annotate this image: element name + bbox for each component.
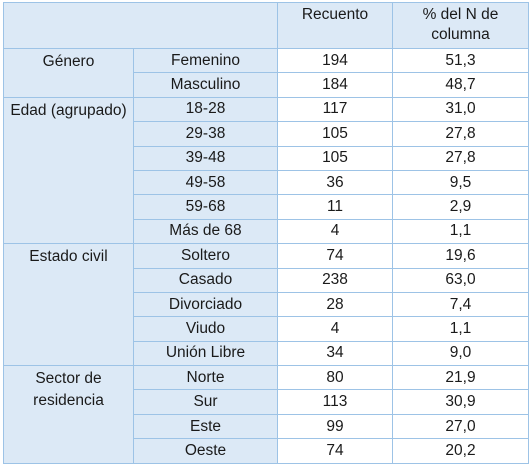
table-row: Oeste 74 20,2 [4, 438, 529, 464]
table-row: 49-58 36 9,5 [4, 169, 529, 196]
count-cell: 117 [277, 96, 393, 123]
frequency-table: Recuento % del N de columna Género Femeni… [3, 2, 529, 464]
percent-cell: 20,2 [392, 438, 529, 464]
count-cell: 113 [277, 389, 393, 415]
table-row: Género Femenino 194 51,3 [3, 47, 529, 98]
category-cell: 49-58 [133, 169, 278, 196]
table-row: Masculino 184 48,7 [4, 72, 529, 98]
header-percent: % del N de columna [392, 2, 529, 49]
percent-cell: 48,7 [392, 72, 529, 98]
count-cell: 80 [277, 365, 393, 391]
group-label-cell: Sector de residencia [3, 365, 134, 464]
table-row: Casado 238 63,0 [4, 267, 529, 293]
percent-cell: 51,3 [392, 47, 529, 74]
percent-cell: 19,6 [392, 243, 529, 269]
table-row: Unión Libre 34 9,0 [4, 340, 529, 367]
category-cell: Unión Libre [133, 340, 278, 367]
percent-cell: 30,9 [392, 389, 529, 415]
percent-cell: 9,0 [392, 340, 529, 367]
percent-cell: 27,8 [392, 145, 529, 171]
percent-cell: 31,0 [392, 96, 529, 123]
header-corner [3, 2, 278, 49]
category-cell: Norte [133, 365, 278, 391]
header-count-label: Recuento [301, 6, 369, 23]
table-row: Viudo 4 1,1 [4, 316, 529, 342]
group-label-cell: Género [3, 48, 134, 98]
count-cell: 34 [277, 340, 393, 367]
table-row: 39-48 105 27,8 [4, 145, 529, 171]
count-cell: 238 [277, 267, 393, 293]
category-cell: Sur [133, 389, 278, 415]
percent-cell: 63,0 [392, 267, 529, 293]
percent-cell: 21,9 [392, 365, 529, 391]
table-row: 29-38 105 27,8 [4, 121, 529, 147]
category-cell: Viudo [133, 316, 278, 342]
count-cell: 28 [277, 291, 393, 318]
percent-cell: 9,5 [392, 169, 529, 196]
group-label: Género [42, 53, 95, 70]
category-cell: Más de 68 [133, 218, 278, 245]
group-label: Sector de residencia [33, 370, 104, 410]
category-cell: Divorciado [133, 291, 278, 318]
percent-cell: 27,0 [392, 413, 529, 440]
header-row: Recuento % del N de columna [3, 2, 529, 49]
count-cell: 4 [277, 316, 393, 342]
count-cell: 194 [277, 47, 393, 74]
count-cell: 74 [277, 243, 393, 269]
category-cell: Masculino [133, 72, 278, 98]
count-cell: 74 [277, 438, 393, 464]
percent-cell: 1,1 [392, 218, 529, 245]
table-row: Este 99 27,0 [4, 413, 529, 440]
percent-cell: 27,8 [392, 121, 529, 147]
table-row: Sector de residencia Norte 80 21,9 [3, 365, 529, 464]
group-label-cell: Edad (agrupado) [3, 96, 134, 245]
category-cell: Soltero [133, 243, 278, 269]
count-cell: 105 [277, 145, 393, 171]
table-row: 59-68 11 2,9 [4, 194, 529, 220]
count-cell: 105 [277, 121, 393, 147]
category-cell: 18-28 [133, 96, 278, 123]
percent-cell: 1,1 [392, 316, 529, 342]
group-label-cell: Estado civil [3, 243, 134, 367]
table-row: Divorciado 28 7,4 [4, 291, 529, 318]
count-cell: 36 [277, 169, 393, 196]
category-cell: 39-48 [133, 145, 278, 171]
count-cell: 11 [277, 194, 393, 220]
group-label: Edad (agrupado) [10, 101, 127, 119]
header-count: Recuento [277, 2, 393, 49]
count-cell: 184 [277, 72, 393, 98]
group-label: Estado civil [29, 248, 108, 266]
count-cell: 4 [277, 218, 393, 245]
percent-cell: 7,4 [392, 291, 529, 318]
table-row: Sur 113 30,9 [4, 389, 529, 415]
category-cell: 59-68 [133, 194, 278, 220]
count-cell: 99 [277, 413, 393, 440]
category-cell: Casado [133, 267, 278, 293]
category-cell: Oeste [133, 438, 278, 464]
header-percent-label: % del N de columna [422, 6, 499, 43]
table-row: Estado civil Soltero 74 19,6 [3, 243, 529, 367]
table-row: Edad (agrupado) 18-28 117 31,0 [3, 96, 529, 245]
category-cell: Femenino [133, 47, 278, 74]
percent-cell: 2,9 [392, 194, 529, 220]
category-cell: Este [133, 413, 278, 440]
category-cell: 29-38 [133, 121, 278, 147]
